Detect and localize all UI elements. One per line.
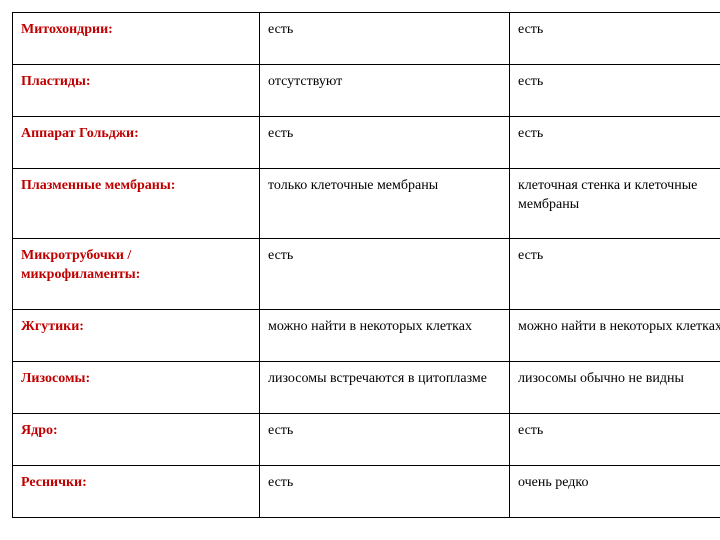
- table-row: Аппарат Гольджи: есть есть: [13, 116, 720, 168]
- row-label: Лизосомы:: [13, 362, 260, 414]
- row-label: Ядро:: [13, 414, 260, 466]
- row-label: Пластиды:: [13, 64, 260, 116]
- row-col3: можно найти в некоторых клетках: [510, 310, 720, 362]
- table-row: Микротрубочки / микрофиламенты: есть ест…: [13, 239, 720, 310]
- row-col2: лизосомы встречаются в цитоплазме: [260, 362, 510, 414]
- row-label: Аппарат Гольджи:: [13, 116, 260, 168]
- row-col2: есть: [260, 239, 510, 310]
- table-row: Митохондрии: есть есть: [13, 13, 720, 65]
- row-col2: есть: [260, 116, 510, 168]
- row-label: Микротрубочки / микрофиламенты:: [13, 239, 260, 310]
- row-col2: есть: [260, 465, 510, 517]
- row-col2: только клеточные мембраны: [260, 168, 510, 239]
- row-col3: есть: [510, 414, 720, 466]
- table-body: Митохондрии: есть есть Пластиды: отсутст…: [13, 13, 720, 518]
- row-label: Жгутики:: [13, 310, 260, 362]
- row-col3: есть: [510, 116, 720, 168]
- row-label: Митохондрии:: [13, 13, 260, 65]
- row-col2: есть: [260, 13, 510, 65]
- row-col3: клеточная стенка и клеточные мембраны: [510, 168, 720, 239]
- table-row: Пластиды: отсутствуют есть: [13, 64, 720, 116]
- row-col2: можно найти в некоторых клетках: [260, 310, 510, 362]
- table-row: Ядро: есть есть: [13, 414, 720, 466]
- row-col3: есть: [510, 13, 720, 65]
- table-row: Жгутики: можно найти в некоторых клетках…: [13, 310, 720, 362]
- comparison-table: Митохондрии: есть есть Пластиды: отсутст…: [12, 12, 720, 518]
- row-col3: лизосомы обычно не видны: [510, 362, 720, 414]
- table-row: Лизосомы: лизосомы встречаются в цитопла…: [13, 362, 720, 414]
- table-row: Плазменные мембраны: только клеточные ме…: [13, 168, 720, 239]
- row-col3: есть: [510, 239, 720, 310]
- row-label: Плазменные мембраны:: [13, 168, 260, 239]
- row-col2: есть: [260, 414, 510, 466]
- row-label: Реснички:: [13, 465, 260, 517]
- row-col3: есть: [510, 64, 720, 116]
- row-col2: отсутствуют: [260, 64, 510, 116]
- row-col3: очень редко: [510, 465, 720, 517]
- table-row: Реснички: есть очень редко: [13, 465, 720, 517]
